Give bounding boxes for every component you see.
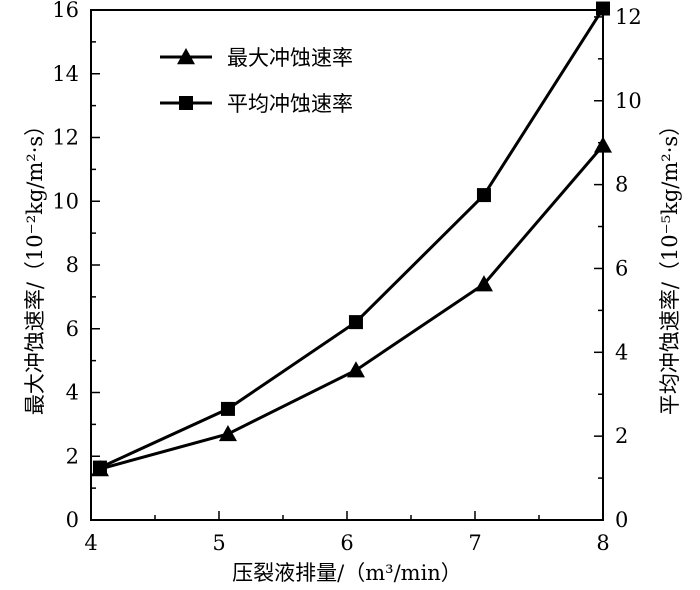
y-left-tick-label: 0	[66, 508, 79, 532]
legend-marker-triangle	[177, 48, 195, 65]
y-left-tick-label: 4	[66, 381, 79, 405]
y-right-axis-title: 平均冲蚀速率/（10⁻⁵kg/m²·s）	[658, 115, 682, 415]
x-tick-label: 5	[212, 531, 225, 555]
y-left-tick-label: 10	[52, 189, 79, 213]
y-right-tick-label: 2	[615, 424, 628, 448]
y-left-tick-label: 2	[66, 444, 79, 468]
y-left-tick-label: 6	[66, 317, 79, 341]
y-left-axis-title: 最大冲蚀速率/（10⁻²kg/m²·s）	[23, 115, 47, 415]
x-axis-title: 压裂液排量/（m³/min）	[232, 561, 462, 585]
y-right-tick-label: 8	[615, 173, 628, 197]
x-tick-label: 6	[340, 531, 353, 555]
y-right-tick-label: 0	[615, 508, 628, 532]
y-right-tick-label: 12	[615, 5, 642, 29]
x-tick-label: 7	[468, 531, 481, 555]
legend-label-1: 最大冲蚀速率	[227, 46, 353, 70]
data-point-triangle	[594, 136, 612, 153]
data-point-square	[92, 460, 107, 475]
data-point-square	[476, 188, 491, 203]
legend-marker-square	[179, 96, 193, 110]
data-point-square	[596, 1, 610, 16]
y-left-tick-label: 12	[52, 126, 79, 150]
x-tick-label: 4	[84, 531, 97, 555]
data-point-triangle	[474, 275, 493, 292]
series-line-2	[99, 7, 605, 469]
data-point-square	[348, 315, 363, 330]
y-left-tick-label: 8	[66, 253, 79, 277]
y-left-tick-label: 16	[52, 0, 79, 22]
plot-frame	[90, 9, 604, 521]
data-point-triangle	[218, 424, 237, 442]
y-right-tick-label: 6	[615, 256, 628, 280]
y-left-tick-label: 14	[52, 62, 79, 86]
series-line-1	[99, 144, 605, 471]
y-right-tick-label: 10	[615, 89, 642, 113]
legend-label-2: 平均冲蚀速率	[227, 92, 353, 116]
y-right-tick-label: 4	[615, 340, 628, 364]
data-point-triangle	[346, 361, 365, 378]
data-point-square	[220, 401, 235, 416]
x-tick-label: 8	[596, 531, 609, 555]
